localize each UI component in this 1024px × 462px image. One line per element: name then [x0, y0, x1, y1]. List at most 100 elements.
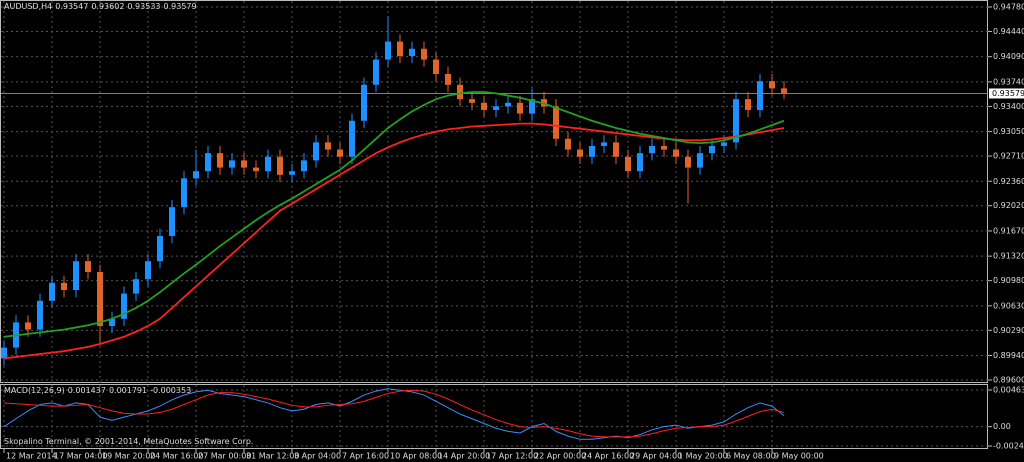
candle-body — [613, 142, 619, 157]
candle-body — [661, 145, 667, 150]
candle-body — [109, 318, 115, 326]
candle-body — [469, 99, 475, 103]
candle-body — [445, 73, 451, 85]
candle-body — [325, 142, 331, 150]
macd-value: 0.001437 — [67, 386, 106, 395]
candle-body — [49, 282, 55, 301]
candle-body — [529, 99, 535, 114]
candle-body — [649, 145, 655, 154]
indicator-line — [3, 388, 785, 440]
x-tick-label: 6 May 08:00 — [726, 452, 776, 461]
candle-body — [337, 149, 343, 157]
candle-body — [133, 279, 139, 294]
y-tick-label: 0.93400 — [993, 102, 1024, 111]
y-tick-label: 0.93050 — [993, 127, 1024, 136]
candle-body — [709, 145, 715, 154]
open-value: 0.93547 — [55, 2, 89, 11]
y-tick-label: 0.90630 — [993, 301, 1024, 310]
y-tick-label: 0.00 — [993, 422, 1011, 431]
candle-body — [409, 48, 415, 56]
y-tick-label: 0.93740 — [993, 77, 1024, 86]
candle-body — [457, 84, 463, 100]
x-tick-label: 24 Mar 16:00 — [150, 452, 203, 461]
candle-body — [565, 138, 571, 150]
candle-body — [421, 48, 427, 60]
candle-body — [313, 142, 319, 161]
moving-average-line — [3, 122, 785, 360]
macd-pane-border — [0, 384, 988, 449]
candle-body — [721, 142, 727, 146]
candle-body — [697, 153, 703, 168]
candle-body — [37, 300, 43, 330]
candle-body — [757, 81, 763, 110]
candle-body — [433, 59, 439, 74]
indicator-line — [3, 389, 785, 438]
x-tick-label: 7 Apr 16:00 — [342, 452, 389, 461]
candle-body — [277, 156, 283, 175]
x-tick-label: 27 Mar 00:00 — [198, 452, 251, 461]
y-tick-label: 0.92360 — [993, 177, 1024, 186]
candle-body — [73, 261, 79, 290]
candle-body — [745, 99, 751, 110]
x-tick-label: 24 Apr 16:00 — [582, 452, 634, 461]
histogram-value: -0.000353 — [150, 386, 192, 395]
high-value: 0.93602 — [91, 2, 125, 11]
x-tick-label: 31 Mar 12:00 — [246, 452, 299, 461]
y-tick-label: 0.92710 — [993, 152, 1024, 161]
x-tick-label: 29 Apr 04:00 — [630, 452, 682, 461]
candle-body — [493, 106, 499, 110]
x-tick-label: 3 Apr 04:00 — [294, 452, 341, 461]
candle-body — [673, 149, 679, 157]
symbol: AUDUSD,H4 — [4, 2, 53, 11]
candle-body — [685, 156, 691, 168]
candle-body — [145, 261, 151, 280]
candle-body — [733, 99, 739, 143]
candle-body — [481, 102, 487, 110]
candle-body — [601, 142, 607, 146]
candle-body — [301, 160, 307, 172]
candle-body — [25, 322, 31, 330]
current-price-box — [989, 88, 1024, 99]
candle-body — [169, 207, 175, 236]
x-tick-label: 14 Apr 20:00 — [438, 452, 490, 461]
x-tick-label: 1 May 20:00 — [678, 452, 728, 461]
candle-body — [253, 167, 259, 172]
candle-body — [289, 171, 295, 175]
y-tick-label: 0.94440 — [993, 27, 1024, 36]
x-tick-label: 17 Apr 12:00 — [486, 452, 538, 461]
candle-body — [205, 153, 211, 172]
candle-body — [1, 347, 7, 359]
candle-body — [373, 59, 379, 85]
current-price-label: 0.93579 — [992, 89, 1024, 98]
candle-body — [265, 156, 271, 172]
candle-body — [577, 149, 583, 157]
main-header: AUDUSD,H4 0.93547 0.93602 0.93533 0.93579 — [4, 2, 200, 11]
main-pane-border — [0, 0, 988, 383]
candle-body — [553, 106, 559, 139]
candle-body — [181, 178, 187, 208]
y-tick-label: 0.94090 — [993, 52, 1024, 61]
y-tick-label: 0.91320 — [993, 252, 1024, 261]
x-tick-label: 10 Apr 08:00 — [390, 452, 442, 461]
candle-body — [217, 153, 223, 168]
candle-body — [589, 145, 595, 157]
candle-body — [157, 235, 163, 262]
y-tick-label: 0.89940 — [993, 351, 1024, 360]
x-tick-label: 17 Mar 04:00 — [54, 452, 107, 461]
x-tick-label: 19 Mar 20:00 — [102, 452, 155, 461]
x-tick-label: 22 Apr 00:00 — [534, 452, 586, 461]
macd-title: MACD(12,26,9) — [4, 386, 65, 395]
candle-body — [229, 160, 235, 168]
candle-body — [505, 102, 511, 107]
y-tick-label: 0.90980 — [993, 276, 1024, 285]
candle-body — [349, 120, 355, 157]
y-tick-label: 0.92020 — [993, 201, 1024, 210]
y-tick-label: 0.91670 — [993, 226, 1024, 235]
candle-body — [61, 282, 67, 290]
x-tick-label: 9 May 00:00 — [774, 452, 824, 461]
candle-body — [97, 271, 103, 326]
low-value: 0.93533 — [127, 2, 161, 11]
candle-body — [517, 102, 523, 114]
